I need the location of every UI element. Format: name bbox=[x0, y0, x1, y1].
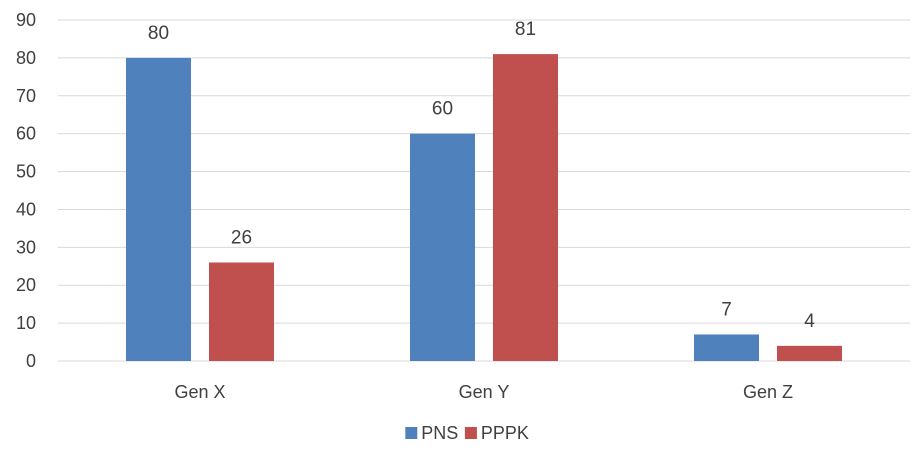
bars bbox=[126, 54, 842, 362]
y-tick-label: 80 bbox=[16, 48, 36, 68]
data-label: 60 bbox=[432, 99, 453, 120]
bar-pns-gen-x bbox=[126, 57, 191, 362]
y-tick-label: 10 bbox=[16, 313, 36, 333]
x-axis-categories: Gen X Gen Y Gen Z bbox=[174, 382, 793, 402]
y-tick-label: 30 bbox=[16, 237, 36, 257]
bar-pppk-gen-x bbox=[209, 262, 274, 361]
x-category-label: Gen X bbox=[174, 382, 225, 402]
bar-pppk-gen-z bbox=[777, 345, 842, 361]
data-label: 26 bbox=[231, 227, 252, 248]
y-tick-label: 40 bbox=[16, 199, 36, 219]
y-axis-ticks: 0 10 20 30 40 50 60 70 80 90 bbox=[16, 10, 36, 371]
data-label: 81 bbox=[515, 19, 536, 40]
data-label: 4 bbox=[804, 311, 815, 332]
y-tick-label: 70 bbox=[16, 86, 36, 106]
legend-swatch bbox=[464, 427, 477, 439]
legend-item-pns: PNS bbox=[405, 423, 458, 443]
legend-label: PNS bbox=[421, 423, 458, 443]
bar-pppk-gen-y bbox=[493, 54, 558, 361]
bar-pns-gen-z bbox=[694, 334, 759, 361]
y-tick-label: 0 bbox=[26, 351, 36, 371]
y-tick-label: 60 bbox=[16, 124, 36, 144]
bar-pns-gen-y bbox=[410, 133, 475, 361]
legend: PNS PPPK bbox=[405, 423, 529, 443]
gridlines bbox=[58, 19, 910, 362]
data-label: 7 bbox=[721, 299, 732, 320]
data-label: 80 bbox=[148, 23, 169, 44]
x-category-label: Gen Z bbox=[743, 382, 793, 402]
y-tick-label: 90 bbox=[16, 10, 36, 30]
y-tick-label: 50 bbox=[16, 162, 36, 182]
x-category-label: Gen Y bbox=[459, 382, 510, 402]
y-tick-label: 20 bbox=[16, 275, 36, 295]
legend-label: PPPK bbox=[481, 423, 529, 443]
legend-item-pppk: PPPK bbox=[464, 423, 529, 443]
data-labels: 80 26 60 81 7 4 bbox=[148, 19, 815, 332]
legend-swatch bbox=[405, 427, 418, 439]
